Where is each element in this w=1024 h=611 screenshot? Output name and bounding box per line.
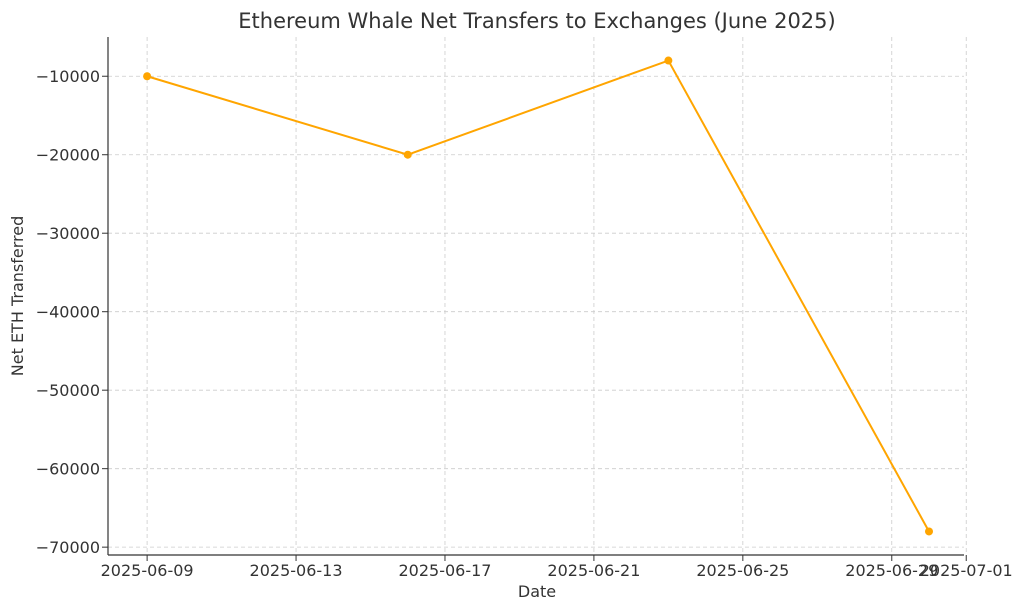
x-tick-label: 2025-06-13 (250, 561, 343, 580)
x-tick-label: 2025-06-25 (696, 561, 789, 580)
chart-title: Ethereum Whale Net Transfers to Exchange… (238, 9, 835, 33)
x-tick-label: 2025-07-01 (920, 561, 1013, 580)
y-tick-label: −70000 (36, 538, 100, 557)
x-tick-label: 2025-06-29 (845, 561, 938, 580)
x-tick-label: 2025-06-21 (547, 561, 640, 580)
series (143, 56, 934, 536)
y-ticks: −10000 −20000 −30000 −40000 −50000 −60000 −700… (36, 67, 108, 557)
y-tick-label: −30000 (36, 224, 100, 243)
x-axis-label: Date (518, 582, 556, 601)
data-point (143, 72, 152, 81)
data-point (664, 56, 673, 65)
x-ticks: 2025-06-09 2025-06-13 2025-06-17 2025-06-21… (101, 555, 1013, 580)
x-tick-label: 2025-06-09 (101, 561, 194, 580)
y-tick-label: −50000 (36, 381, 100, 400)
y-tick-label: −10000 (36, 67, 100, 86)
data-point (403, 150, 412, 159)
series-line (146, 59, 930, 532)
y-axis-label: Net ETH Transferred (8, 216, 27, 376)
grid (108, 37, 967, 555)
x-tick-label: 2025-06-17 (398, 561, 491, 580)
y-tick-label: −60000 (36, 460, 100, 479)
y-tick-label: −20000 (36, 146, 100, 165)
data-point (925, 527, 934, 536)
y-tick-label: −40000 (36, 303, 100, 322)
